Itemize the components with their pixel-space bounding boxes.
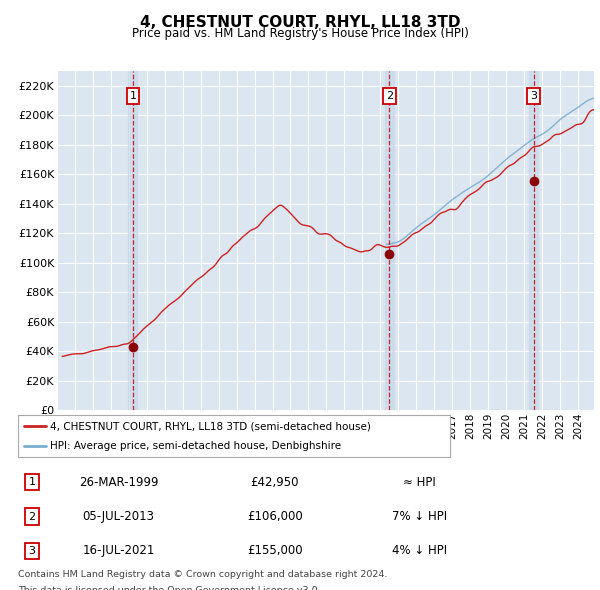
- Text: 4, CHESTNUT COURT, RHYL, LL18 3TD: 4, CHESTNUT COURT, RHYL, LL18 3TD: [140, 15, 460, 30]
- Text: This data is licensed under the Open Government Licence v3.0.: This data is licensed under the Open Gov…: [18, 586, 320, 590]
- Bar: [385, 71, 394, 410]
- Text: 7% ↓ HPI: 7% ↓ HPI: [392, 510, 448, 523]
- Bar: [128, 71, 137, 410]
- Bar: [529, 71, 538, 410]
- Text: HPI: Average price, semi-detached house, Denbighshire: HPI: Average price, semi-detached house,…: [50, 441, 341, 451]
- Text: 05-JUL-2013: 05-JUL-2013: [82, 510, 154, 523]
- Text: Price paid vs. HM Land Registry's House Price Index (HPI): Price paid vs. HM Land Registry's House …: [131, 27, 469, 40]
- Text: ≈ HPI: ≈ HPI: [403, 476, 436, 489]
- Text: £42,950: £42,950: [250, 476, 299, 489]
- Text: 1: 1: [130, 91, 136, 101]
- Text: £106,000: £106,000: [247, 510, 302, 523]
- Text: 4, CHESTNUT COURT, RHYL, LL18 3TD (semi-detached house): 4, CHESTNUT COURT, RHYL, LL18 3TD (semi-…: [50, 421, 371, 431]
- Text: 1: 1: [28, 477, 35, 487]
- Text: 4% ↓ HPI: 4% ↓ HPI: [392, 544, 448, 558]
- Text: 16-JUL-2021: 16-JUL-2021: [82, 544, 155, 558]
- Text: 3: 3: [530, 91, 537, 101]
- Text: 26-MAR-1999: 26-MAR-1999: [79, 476, 158, 489]
- Text: Contains HM Land Registry data © Crown copyright and database right 2024.: Contains HM Land Registry data © Crown c…: [18, 570, 388, 579]
- Text: £155,000: £155,000: [247, 544, 302, 558]
- Text: 2: 2: [28, 512, 35, 522]
- Text: 2: 2: [386, 91, 393, 101]
- Text: 3: 3: [28, 546, 35, 556]
